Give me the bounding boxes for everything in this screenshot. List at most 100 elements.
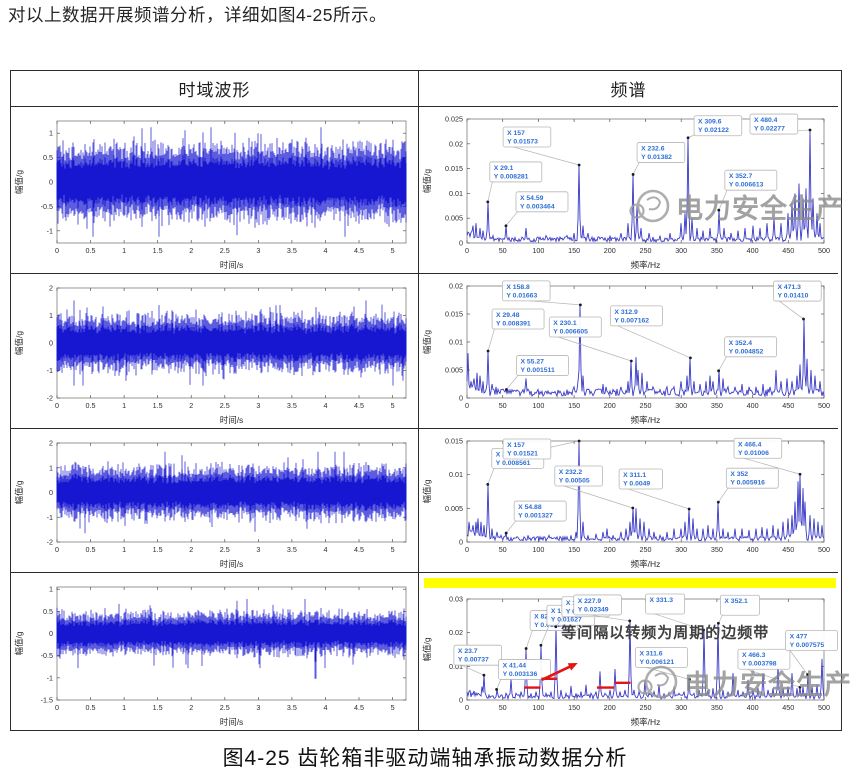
svg-text:3.5: 3.5 [287, 401, 297, 410]
svg-text:0.015: 0.015 [445, 437, 463, 446]
svg-text:100: 100 [532, 246, 544, 255]
svg-text:X 232.6: X 232.6 [641, 145, 665, 152]
svg-text:X 466.3: X 466.3 [742, 652, 766, 659]
svg-text:X 311.6: X 311.6 [639, 650, 662, 657]
svg-text:4.5: 4.5 [354, 545, 364, 554]
svg-text:-1.5: -1.5 [41, 696, 53, 705]
svg-text:0.5: 0.5 [86, 401, 96, 410]
svg-text:500: 500 [818, 545, 830, 554]
svg-text:300: 300 [675, 703, 687, 712]
svg-text:1: 1 [49, 585, 53, 594]
svg-text:450: 450 [782, 246, 794, 255]
svg-text:450: 450 [782, 401, 794, 410]
svg-text:频率/Hz: 频率/Hz [631, 415, 661, 425]
svg-text:等间隔以转频为周期的边频带: 等间隔以转频为周期的边频带 [561, 624, 769, 642]
svg-text:X 232.2: X 232.2 [559, 469, 583, 476]
time-waveform-cell-2: 0 0.5 1 1.5 2 2.5 3 3.5 4 4.5 5 -2 -1 0 1 2 时间/s 幅值/g [11, 274, 419, 429]
svg-text:Y 0.008281: Y 0.008281 [494, 173, 529, 180]
svg-text:Y 0.01006: Y 0.01006 [738, 450, 769, 457]
svg-text:X 311.1: X 311.1 [623, 472, 646, 479]
svg-text:100: 100 [532, 703, 544, 712]
svg-text:0: 0 [459, 696, 463, 705]
svg-text:-2: -2 [47, 394, 53, 403]
svg-text:1: 1 [122, 545, 126, 554]
svg-text:300: 300 [675, 545, 687, 554]
svg-text:500: 500 [818, 703, 830, 712]
svg-text:0.01: 0.01 [449, 662, 463, 671]
svg-text:X 23.7: X 23.7 [458, 648, 478, 655]
svg-text:1.5: 1.5 [153, 401, 163, 410]
time-waveform-chart-1: 0 0.5 1 1.5 2 2.5 3 3.5 4 4.5 5 -1 -0.5 0 0.5 1 时间/s 幅值/g [11, 107, 418, 273]
svg-text:幅值/g: 幅值/g [422, 330, 432, 354]
svg-text:X 352.4: X 352.4 [729, 340, 753, 347]
spectrum-chart-1: 0 50 100 150 200 250 300 350 400 450 500 0 0.005 0.01… [419, 107, 838, 273]
svg-text:0.5: 0.5 [86, 246, 96, 255]
svg-text:350: 350 [711, 401, 723, 410]
svg-text:5: 5 [391, 401, 395, 410]
svg-text:幅值/g: 幅值/g [422, 169, 432, 193]
svg-text:400: 400 [747, 703, 759, 712]
svg-text:频率/Hz: 频率/Hz [631, 559, 661, 569]
svg-text:Y 0.01382: Y 0.01382 [641, 154, 672, 161]
svg-text:350: 350 [711, 703, 723, 712]
svg-text:250: 250 [640, 703, 652, 712]
svg-text:-1: -1 [47, 226, 53, 235]
spectrum-cell-3: 0 50 100 150 200 250 300 350 400 450 500 0 0.005 0.01… [419, 429, 838, 573]
svg-text:Y 0.003798: Y 0.003798 [742, 661, 777, 668]
svg-text:1: 1 [122, 246, 126, 255]
svg-text:X 471.3: X 471.3 [778, 284, 802, 291]
svg-text:2.5: 2.5 [220, 246, 230, 255]
svg-text:X 157: X 157 [507, 442, 525, 449]
svg-text:1: 1 [122, 703, 126, 712]
svg-text:4.5: 4.5 [354, 246, 364, 255]
svg-text:Y 0.006605: Y 0.006605 [553, 329, 588, 336]
svg-text:0: 0 [465, 703, 469, 712]
svg-text:0.01: 0.01 [449, 189, 463, 198]
svg-text:1: 1 [49, 311, 53, 320]
svg-text:Y 0.003136: Y 0.003136 [503, 671, 538, 678]
svg-text:2.5: 2.5 [220, 545, 230, 554]
svg-text:4: 4 [323, 401, 327, 410]
svg-text:100: 100 [532, 401, 544, 410]
column-header-spectrum: 频谱 [419, 71, 838, 107]
svg-text:X 157: X 157 [507, 130, 525, 137]
svg-text:X 227.9: X 227.9 [578, 598, 602, 605]
svg-text:-1: -1 [47, 513, 53, 522]
svg-text:Y 0.008561: Y 0.008561 [496, 460, 531, 467]
svg-text:X 352: X 352 [730, 471, 748, 478]
svg-text:400: 400 [747, 246, 759, 255]
svg-text:时间/s: 时间/s [220, 559, 244, 569]
svg-text:时间/s: 时间/s [220, 717, 244, 727]
svg-text:1.5: 1.5 [153, 246, 163, 255]
svg-text:0: 0 [49, 488, 53, 497]
svg-text:3: 3 [256, 703, 260, 712]
svg-text:5: 5 [391, 703, 395, 712]
spectrum-chart-4: 0 50 100 150 200 250 300 350 400 450 500 0 0.01 0.02 0… [419, 589, 838, 730]
svg-text:50: 50 [499, 703, 507, 712]
svg-text:Y 0.02277: Y 0.02277 [754, 126, 785, 133]
svg-text:250: 250 [640, 246, 652, 255]
svg-text:1.5: 1.5 [153, 545, 163, 554]
yellow-highlight-bar [424, 578, 836, 588]
svg-text:X 309.6: X 309.6 [698, 119, 722, 126]
svg-text:400: 400 [747, 545, 759, 554]
svg-text:2.5: 2.5 [220, 703, 230, 712]
svg-text:幅值/g: 幅值/g [422, 479, 432, 503]
svg-text:0.015: 0.015 [445, 164, 463, 173]
spectrum-cell-2: 0 50 100 150 200 250 300 350 400 450 500 0 0.005 0.01… [419, 274, 838, 429]
svg-text:X 331.3: X 331.3 [650, 597, 674, 604]
svg-text:150: 150 [568, 401, 580, 410]
svg-text:X 29.48: X 29.48 [496, 312, 520, 319]
svg-text:0.5: 0.5 [43, 153, 53, 162]
svg-text:0: 0 [465, 545, 469, 554]
svg-text:Y 0.001511: Y 0.001511 [520, 367, 554, 374]
svg-text:0: 0 [465, 246, 469, 255]
svg-text:0.01: 0.01 [449, 470, 463, 479]
svg-text:450: 450 [782, 703, 794, 712]
svg-text:400: 400 [747, 401, 759, 410]
svg-text:0.5: 0.5 [86, 545, 96, 554]
svg-text:3.5: 3.5 [287, 545, 297, 554]
svg-text:0.02: 0.02 [449, 139, 463, 148]
svg-text:Y 0.005916: Y 0.005916 [730, 480, 765, 487]
svg-text:Y 0.001327: Y 0.001327 [518, 513, 553, 520]
